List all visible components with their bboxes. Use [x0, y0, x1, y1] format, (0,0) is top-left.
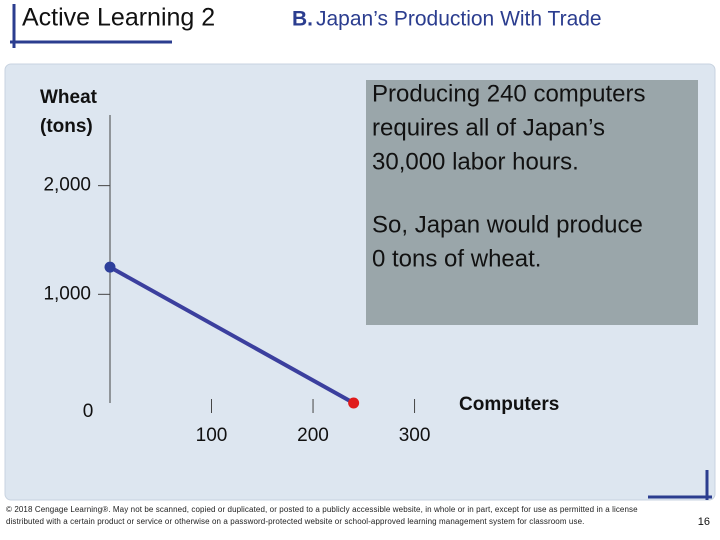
page-number: 16	[698, 516, 710, 528]
x-tick-label: 300	[399, 425, 431, 446]
x-tick-label: 100	[196, 425, 228, 446]
point-marker	[104, 261, 116, 273]
y-tick-label: 2,000	[43, 175, 91, 196]
subtitle-prefix: B.	[292, 8, 313, 31]
y-tick-label: 0	[83, 401, 94, 422]
y-axis-label: (tons)	[40, 116, 93, 137]
copyright: © 2018 Cengage Learning®. May not be sca…	[6, 505, 638, 526]
series-line	[109, 265, 355, 405]
annotation-text: 0 tons of wheat.	[372, 245, 541, 272]
annotation-text: Producing 240 computers	[372, 80, 646, 107]
annotation-box	[366, 80, 698, 325]
x-axis-label: Computers	[459, 394, 559, 415]
title: Active Learning 2	[22, 4, 215, 32]
annotation-text: So, Japan would produce	[372, 211, 643, 238]
subtitle: Japan’s Production With Trade	[316, 8, 602, 31]
annotation-text: 30,000 labor hours.	[372, 148, 579, 175]
y-tick-label: 1,000	[43, 283, 91, 304]
point-marker	[348, 397, 360, 409]
x-tick-label: 200	[297, 425, 329, 446]
y-axis-label: Wheat	[40, 87, 98, 108]
annotation-text: requires all of Japan’s	[372, 114, 605, 141]
